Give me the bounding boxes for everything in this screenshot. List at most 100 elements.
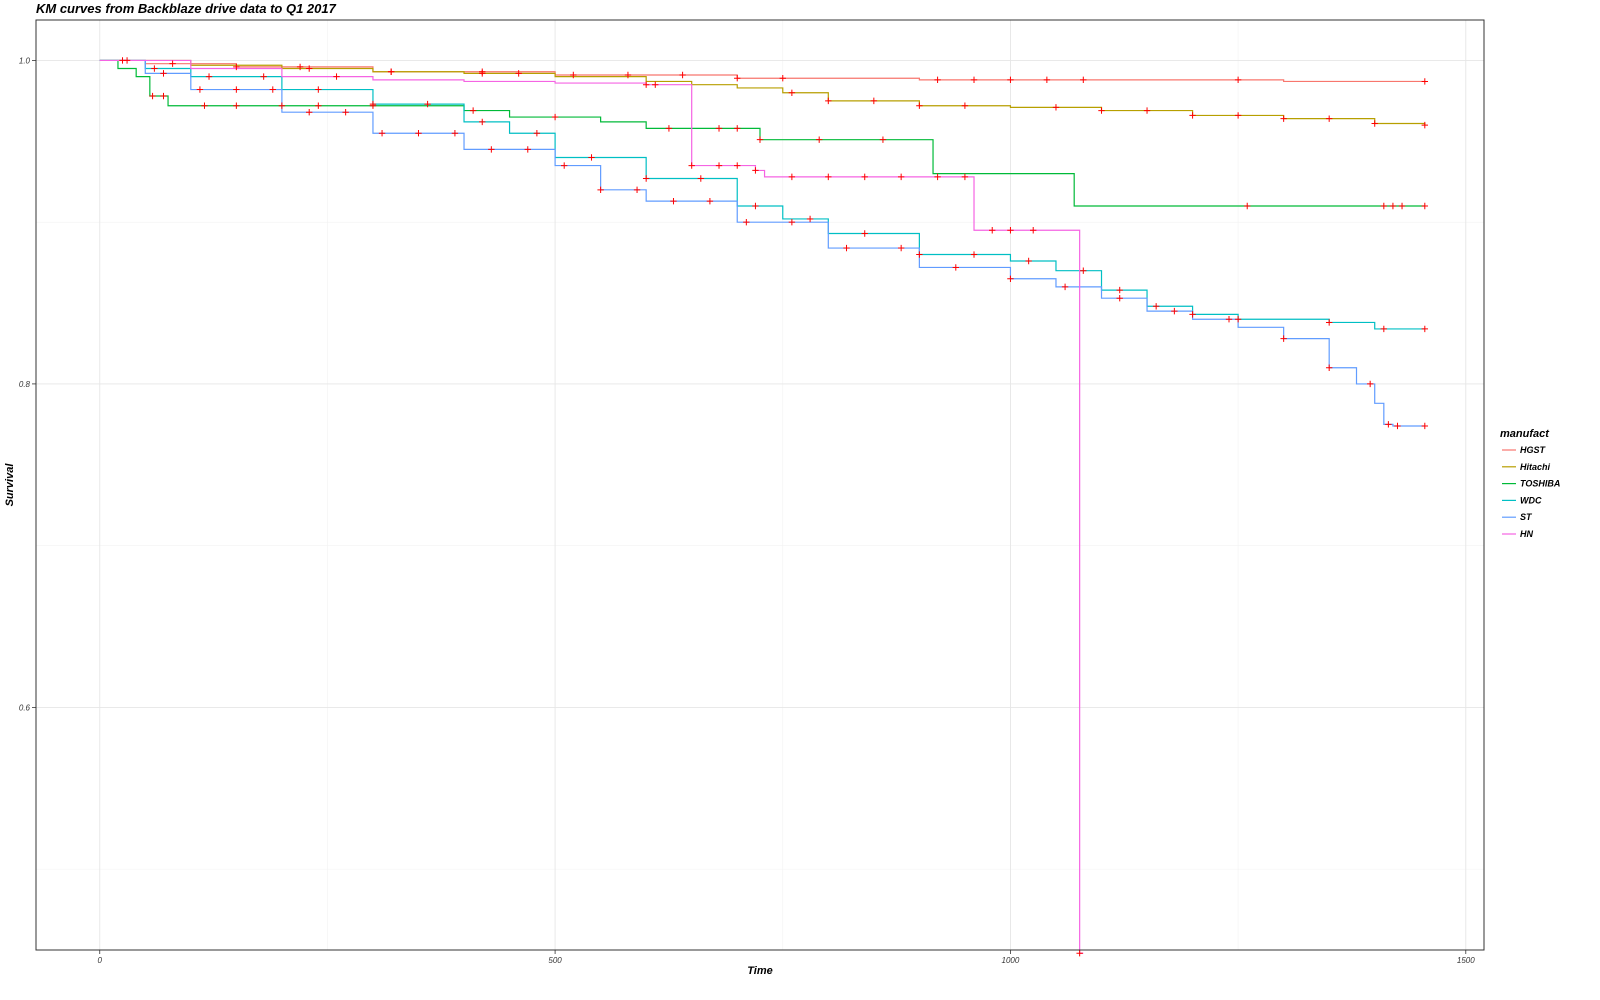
- y-tick-label: 0.6: [19, 703, 31, 712]
- censor-mark-wdc: [151, 65, 158, 72]
- censor-mark-hitachi: [870, 97, 878, 105]
- censor-mark-wdc: [1380, 325, 1388, 333]
- censor-mark-hitachi: [1280, 115, 1287, 122]
- censor-mark-hn: [861, 173, 868, 181]
- censor-mark-hgst: [779, 75, 786, 82]
- x-tick-label: 500: [548, 956, 562, 965]
- legend-label-st: ST: [1520, 512, 1533, 522]
- censor-mark-hitachi: [1098, 107, 1105, 114]
- legend-label-hgst: HGST: [1520, 445, 1547, 455]
- censor-mark-st: [1280, 335, 1287, 342]
- censor-mark-st: [233, 86, 240, 93]
- censor-mark-hgst: [233, 63, 240, 71]
- censor-mark-toshiba: [278, 102, 286, 109]
- y-tick-label: 0.8: [19, 380, 31, 389]
- y-tick-label: 1.0: [19, 56, 31, 65]
- censor-mark-st: [1116, 294, 1123, 302]
- censor-mark-st: [488, 146, 495, 153]
- censor-mark-wdc: [1025, 257, 1032, 265]
- censor-mark-hgst: [970, 76, 978, 84]
- censor-mark-toshiba: [149, 92, 156, 100]
- censor-mark-toshiba: [315, 102, 322, 109]
- censor-mark-toshiba: [1380, 202, 1388, 210]
- censor-mark-hgst: [1007, 76, 1014, 84]
- censor-mark-st: [123, 57, 131, 64]
- censor-mark-hn: [788, 173, 796, 181]
- censor-mark-hitachi: [961, 102, 969, 109]
- series-line-wdc: [99, 59, 1425, 330]
- censor-mark-hgst: [1234, 76, 1242, 84]
- censor-mark-st: [897, 244, 905, 252]
- censor-mark-st: [1385, 421, 1392, 428]
- censor-mark-st: [843, 244, 850, 252]
- axis-layer: 0 500 1000 1500 0.6 0.8 1.0: [19, 56, 1475, 965]
- censor-mark-st: [160, 70, 167, 77]
- legend-label-hitachi: Hitachi: [1520, 462, 1551, 472]
- censor-mark-hgst: [679, 71, 686, 79]
- censor-mark-hn: [752, 167, 759, 174]
- censor-mark-wdc: [1421, 325, 1429, 333]
- censor-mark-st: [597, 186, 604, 194]
- censor-mark-wdc: [861, 230, 868, 237]
- legend-label-toshiba: TOSHIBA: [1520, 479, 1560, 489]
- censor-mark-st: [633, 186, 641, 194]
- censor-mark-hitachi: [1143, 107, 1151, 114]
- censor-mark-hitachi: [1421, 121, 1429, 129]
- censor-mark-hn: [1076, 950, 1083, 957]
- y-axis-title: Survival: [4, 463, 16, 507]
- censor-mark-hitachi: [479, 70, 486, 77]
- censor-mark-st: [306, 108, 313, 116]
- censor-mark-hitachi: [387, 68, 395, 75]
- censor-mark-wdc: [205, 73, 213, 80]
- censor-mark-hn: [961, 173, 969, 181]
- censor-mark-hgst: [169, 60, 176, 67]
- censor-mark-toshiba: [201, 102, 208, 109]
- censor-mark-st: [743, 218, 750, 226]
- censor-mark-st: [1366, 380, 1374, 388]
- censor-mark-st: [1225, 316, 1233, 323]
- censor-mark-hn: [715, 162, 723, 169]
- censor-mark-hn: [642, 81, 650, 88]
- censor-mark-toshiba: [734, 125, 741, 132]
- legend-label-hn: HN: [1520, 529, 1533, 539]
- censor-mark-wdc: [1080, 267, 1087, 274]
- censor-layer: [119, 57, 1429, 957]
- chart-title: KM curves from Backblaze drive data to Q…: [36, 1, 336, 16]
- censor-mark-st: [1394, 422, 1401, 430]
- censor-mark-st: [670, 197, 677, 205]
- censor-mark-wdc: [916, 251, 923, 258]
- censor-mark-hgst: [296, 63, 304, 71]
- censor-mark-hn: [652, 81, 659, 88]
- censor-mark-hitachi: [1189, 112, 1196, 119]
- censor-mark-hitachi: [1325, 115, 1333, 122]
- censor-mark-hn: [897, 173, 905, 181]
- censor-mark-st: [1171, 307, 1178, 315]
- censor-mark-toshiba: [160, 92, 167, 100]
- censor-mark-hn: [934, 173, 941, 181]
- series-line-hn: [99, 59, 1084, 954]
- censor-mark-wdc: [479, 118, 486, 126]
- censor-mark-hgst: [624, 71, 632, 79]
- censor-mark-hitachi: [515, 70, 522, 77]
- censor-mark-wdc: [315, 86, 322, 93]
- censor-mark-wdc: [1152, 303, 1160, 310]
- censor-mark-toshiba: [756, 136, 764, 143]
- legend-title: manufact: [1500, 428, 1550, 440]
- censor-mark-toshiba: [815, 136, 823, 143]
- censor-mark-wdc: [533, 130, 541, 137]
- censor-mark-st: [378, 130, 386, 137]
- censor-mark-hgst: [734, 75, 741, 82]
- censor-mark-wdc: [1325, 319, 1333, 326]
- censor-mark-toshiba: [1398, 202, 1406, 210]
- censor-mark-hgst: [1421, 78, 1429, 85]
- censor-mark-hgst: [1080, 76, 1087, 84]
- censor-mark-toshiba: [233, 102, 240, 109]
- censor-mark-st: [1421, 422, 1429, 430]
- series-line-hitachi: [99, 59, 1426, 126]
- legend-label-wdc: WDC: [1520, 495, 1542, 505]
- plot-border: [35, 19, 1485, 951]
- censor-mark-st: [706, 197, 714, 205]
- censor-mark-st: [269, 86, 276, 93]
- censor-mark-st: [1007, 275, 1014, 282]
